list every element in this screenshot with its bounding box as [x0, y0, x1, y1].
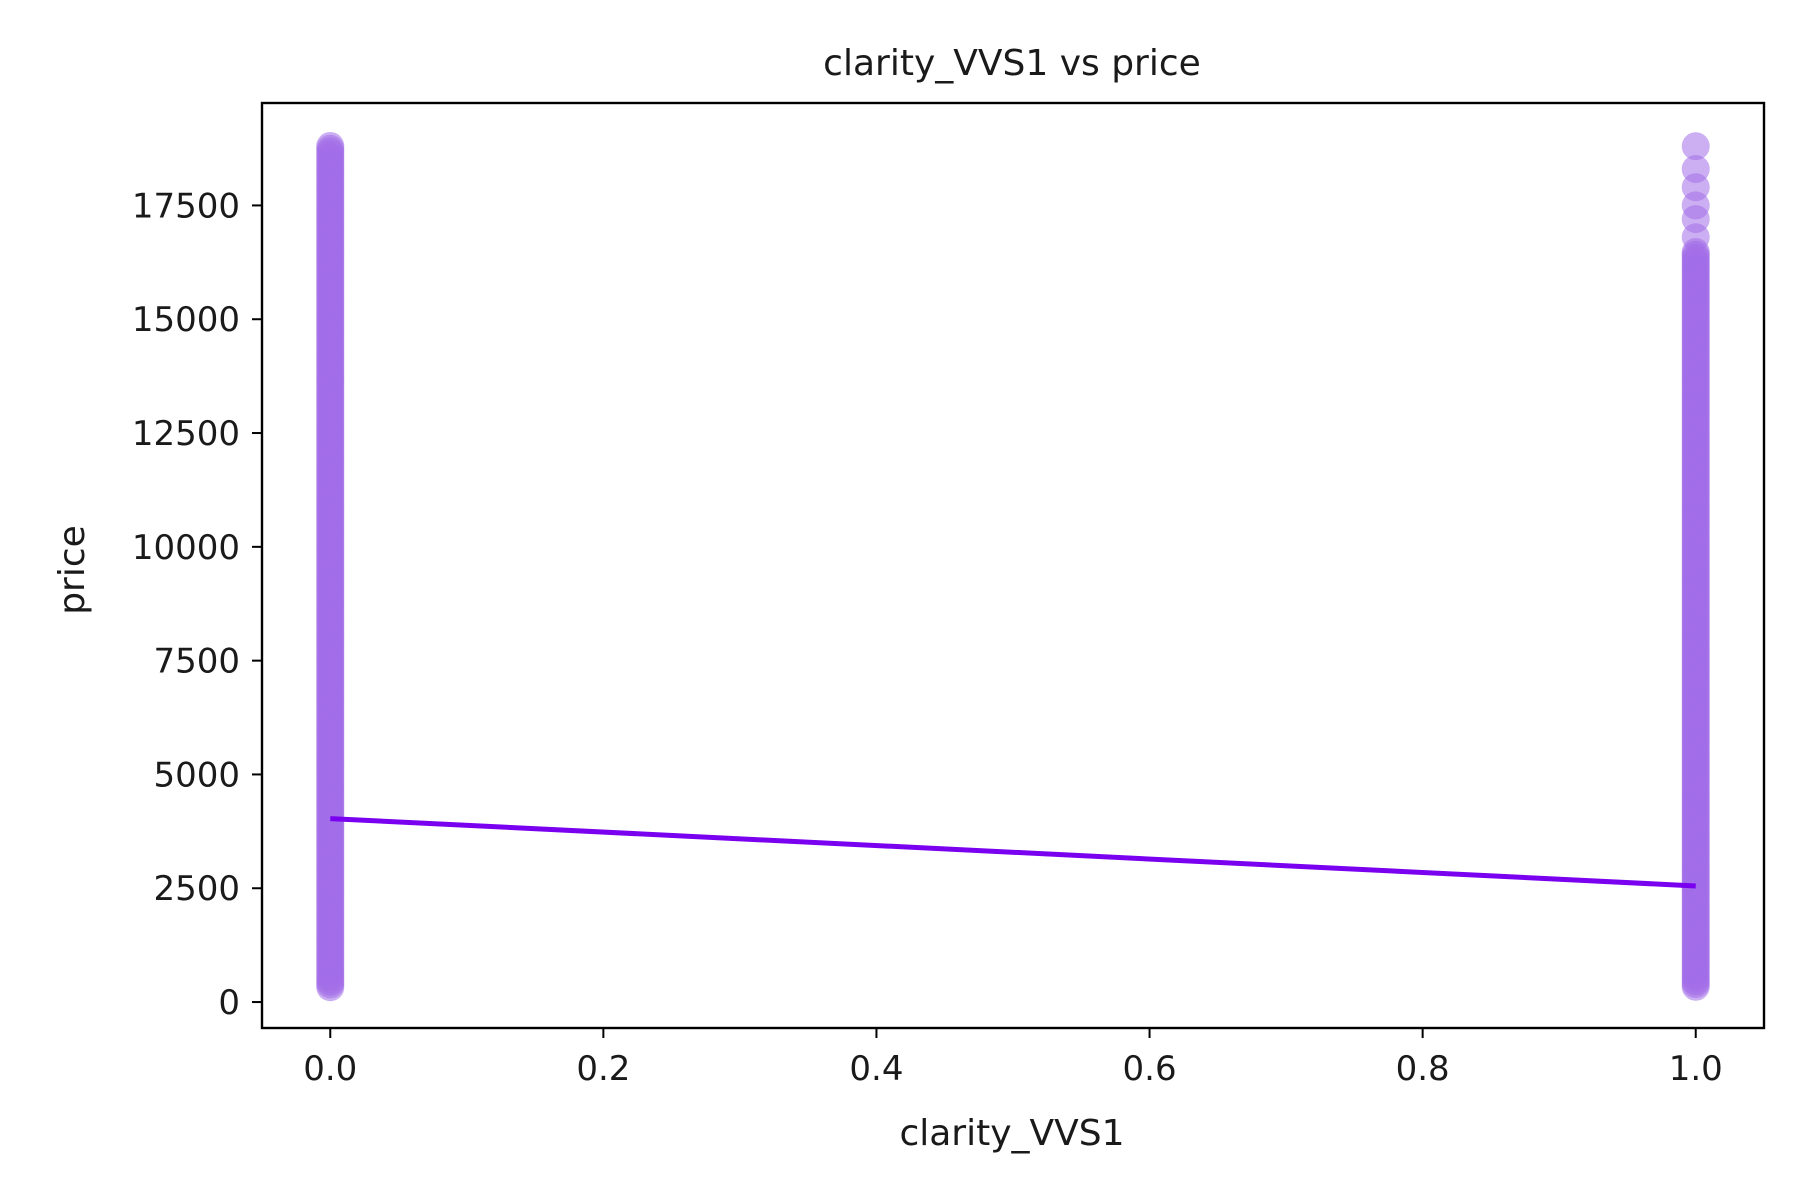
- x-tick-label: 0.4: [849, 1049, 903, 1089]
- regression-line: [330, 816, 1696, 889]
- x-tick-label: 0.2: [576, 1049, 630, 1089]
- regression-line-layer: [330, 816, 1696, 889]
- y-tick-label: 5000: [153, 755, 240, 795]
- plot-area-frame: [260, 101, 1766, 1030]
- y-tick-label: 0: [218, 983, 240, 1023]
- x-tick-label: 0.6: [1123, 1049, 1177, 1089]
- y-tick-label: 7500: [153, 642, 240, 682]
- x-tick-label: 1.0: [1669, 1049, 1723, 1089]
- y-tick-label: 15000: [132, 300, 240, 340]
- x-axis-ticks: 0.0 0.2 0.4 0.6 0.8 1.0: [303, 1028, 1723, 1089]
- scatter-point: [1681, 132, 1710, 161]
- scatter-points: [316, 131, 1710, 1002]
- y-tick-label: 10000: [132, 528, 240, 568]
- scatter-point: [316, 131, 345, 160]
- y-tick-label: 2500: [153, 869, 240, 909]
- x-axis-label: clarity_VVS1: [899, 1113, 1124, 1154]
- y-tick-label: 17500: [132, 186, 240, 226]
- scatter-point: [1681, 155, 1710, 184]
- chart-title: clarity_VVS1 vs price: [823, 43, 1201, 84]
- y-tick-label: 12500: [132, 414, 240, 454]
- y-axis-ticks: 0 2500 5000 7500 10000 12500 15000 17500: [132, 186, 262, 1023]
- y-axis-label: price: [52, 525, 93, 615]
- x-tick-label: 0.8: [1396, 1049, 1450, 1089]
- x-tick-label: 0.0: [303, 1049, 357, 1089]
